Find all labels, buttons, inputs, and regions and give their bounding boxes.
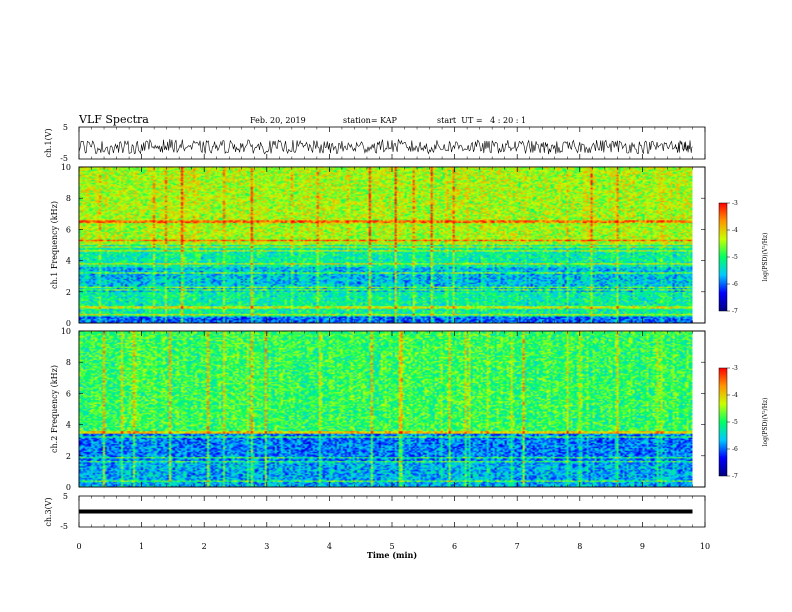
time-tick-label: 6: [452, 542, 457, 551]
time-tick-label: 10: [700, 542, 710, 551]
ch1-colorbar: -3 -4 -5 -6 -7 log(PSD)(V²/Hz): [718, 200, 769, 315]
spectrogram-ytick-label: 0: [66, 319, 71, 328]
ch2-spectrogram-panel: 0 2 4 6 8 10 ch.2 Frequency (kHz): [50, 327, 706, 492]
spectrogram-ytick-label: 6: [66, 225, 71, 234]
time-tick-label: 0: [76, 542, 81, 551]
colorbar-tick-label: -6: [732, 281, 738, 288]
spectrogram-ytick-label: 8: [66, 194, 71, 203]
ch3-waveform-ytick-top: 5: [63, 492, 68, 501]
colorbar-tick-label: -4: [732, 227, 738, 234]
ch1-colorbar-label: log(PSD)(V²/Hz): [762, 233, 769, 282]
spectrogram-ytick-label: 6: [66, 389, 71, 398]
spectrogram-ytick-label: 2: [66, 452, 71, 461]
spectrogram-ytick-label: 2: [66, 288, 71, 297]
ch3-waveform-panel: 5 -5 ch.3(V) 0 1 2 3 4 5 6 7 8 9 10 Time (min): [44, 127, 710, 560]
time-tick-label: 3: [264, 542, 269, 551]
ch2-spectrogram-ylabel: ch.2 Frequency (kHz): [50, 365, 59, 453]
colorbar-tick-label: -7: [732, 473, 738, 480]
colorbar-tick-label: -5: [732, 254, 738, 261]
ch2-colorbar-scale: [718, 367, 728, 477]
ch3-waveform-ytick-bottom: -5: [60, 522, 68, 531]
colorbar-tick-label: -5: [732, 419, 738, 426]
figure-title: VLF Spectra: [78, 113, 149, 126]
start-ut-label: start UT = 4 : 20 : 1: [437, 116, 526, 125]
time-tick-label: 5: [389, 542, 394, 551]
ch2-spectrogram-image: [79, 331, 693, 487]
spectrogram-ytick-label: 0: [66, 483, 71, 492]
colorbar-tick-label: -3: [732, 200, 738, 207]
ch1-waveform-panel: 5 -5 ch.1(V): [44, 123, 706, 163]
ch3-waveform-ylabel: ch.3(V): [44, 497, 53, 526]
time-axis-label: Time (min): [367, 550, 417, 560]
ch1-waveform-trace: [78, 138, 693, 156]
time-tick-label: 1: [139, 542, 144, 551]
time-tick-label: 9: [640, 542, 645, 551]
spectrogram-ytick-label: 8: [66, 358, 71, 367]
time-tick-label: 2: [202, 542, 207, 551]
ch1-spectrogram-image: [79, 167, 693, 323]
spectrogram-ytick-label: 10: [61, 163, 71, 172]
ch2-colorbar-label: log(PSD)(V²/Hz): [762, 398, 769, 447]
ch1-colorbar-scale: [718, 202, 728, 312]
spectrogram-ytick-label: 4: [66, 421, 71, 430]
spectrogram-ytick-label: 4: [66, 257, 71, 266]
ch1-spectrogram-ylabel: ch.1 Frequency (kHz): [50, 201, 59, 289]
ch1-spectrogram-panel: 0 2 4 6 8 10 ch.1 Frequency (kHz): [50, 163, 706, 328]
date-label: Feb. 20, 2019: [250, 116, 306, 125]
colorbar-tick-label: -6: [732, 446, 738, 453]
colorbar-tick-label: -7: [732, 308, 738, 315]
colorbar-tick-label: -4: [732, 392, 738, 399]
time-tick-label: 8: [577, 542, 582, 551]
ch1-waveform-ytick-top: 5: [63, 123, 68, 132]
station-label: station= KAP: [343, 116, 398, 125]
ch2-colorbar: -3 -4 -5 -6 -7 log(PSD)(V²/Hz): [718, 365, 769, 480]
ch1-waveform-ytick-bottom: -5: [60, 154, 68, 163]
colorbar-tick-label: -3: [732, 365, 738, 372]
ch1-waveform-ylabel: ch.1(V): [44, 128, 53, 157]
time-tick-label: 4: [327, 542, 332, 551]
time-tick-label: 7: [515, 542, 520, 551]
spectrogram-ytick-label: 10: [61, 327, 71, 336]
